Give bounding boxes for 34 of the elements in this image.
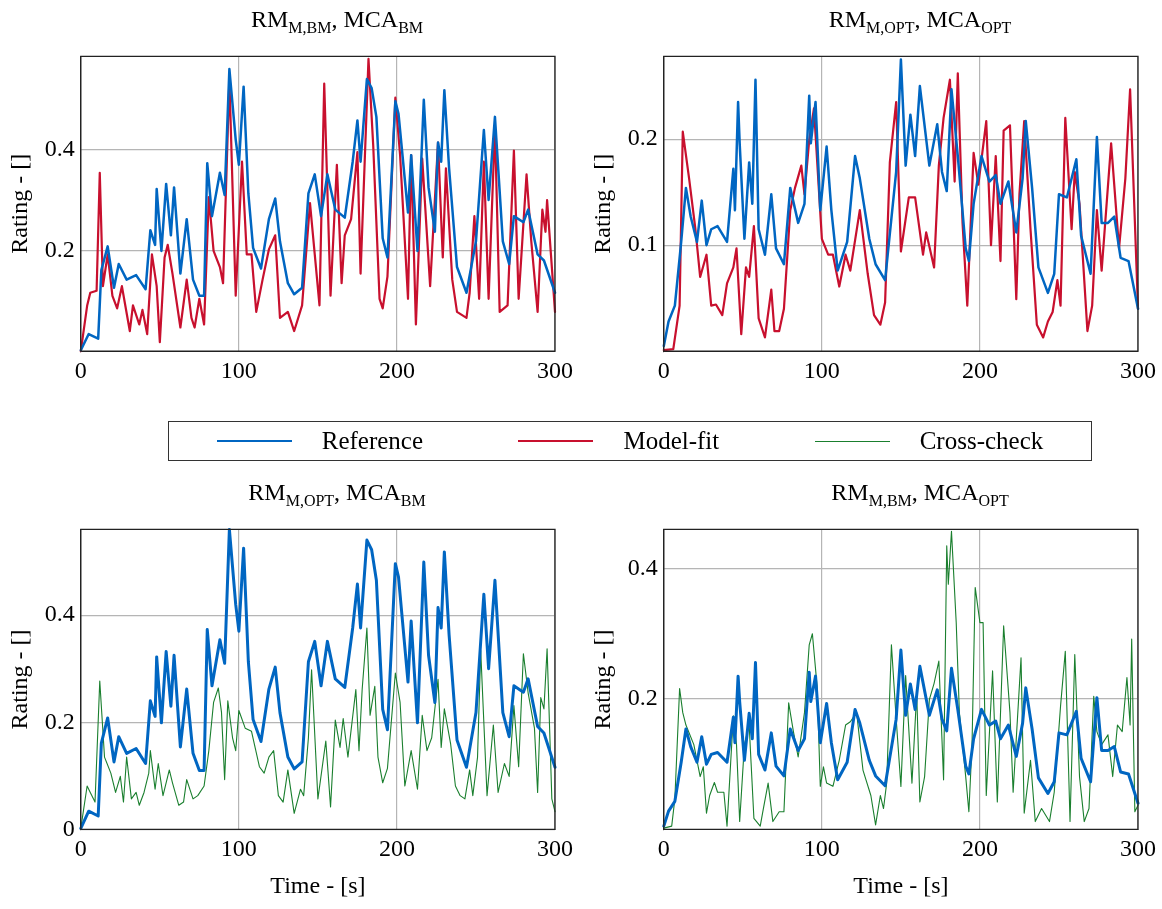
y-axis-title: Rating - []	[5, 153, 32, 254]
x-tick-label: 300	[1120, 835, 1156, 862]
legend-label: Model-fit	[623, 427, 720, 455]
y-tick-label: 0.4	[44, 134, 75, 161]
x-tick-label: 200	[961, 835, 998, 862]
y-tick-label: 0.2	[627, 124, 658, 151]
chart-title: RM$_{M,BM}$, MCA$_{BM}$	[249, 5, 425, 38]
chart-title: RM$_{M,OPT}$, MCA$_{OPT}$	[827, 5, 1013, 38]
y-axis-title: Rating - []	[5, 629, 32, 730]
x-tick-label: 200	[961, 356, 998, 383]
x-tick-label: 200	[378, 356, 415, 383]
y-tick-label: 0.2	[44, 235, 75, 262]
x-axis-title: Time - [s]	[853, 871, 949, 898]
y-tick-label: 0.4	[627, 553, 658, 580]
y-tick-label: 0.2	[44, 707, 75, 734]
x-tick-label: 100	[220, 356, 257, 383]
y-axis-title: Rating - []	[588, 153, 615, 254]
x-tick-label: 200	[378, 835, 415, 862]
y-tick-label: 0.1	[627, 230, 658, 257]
y-tick-label: 0	[62, 814, 75, 841]
legend-label: Cross-check	[919, 427, 1044, 455]
x-axis-title: Time - [s]	[270, 871, 366, 898]
x-tick-label: 300	[537, 835, 573, 862]
y-tick-label: 0.4	[44, 600, 75, 627]
x-tick-label: 300	[537, 356, 573, 383]
x-tick-label: 300	[1120, 356, 1156, 383]
y-axis-title: Rating - []	[588, 629, 615, 730]
legend-label: Reference	[321, 427, 424, 455]
chart-title: RM$_{M,BM}$, MCA$_{OPT}$	[830, 478, 1010, 511]
x-tick-label: 100	[220, 835, 257, 862]
x-tick-label: 100	[803, 835, 840, 862]
x-tick-label: 100	[803, 356, 840, 383]
chart-title: RM$_{M,OPT}$, MCA$_{BM}$	[247, 478, 427, 511]
y-tick-label: 0.2	[627, 684, 658, 711]
